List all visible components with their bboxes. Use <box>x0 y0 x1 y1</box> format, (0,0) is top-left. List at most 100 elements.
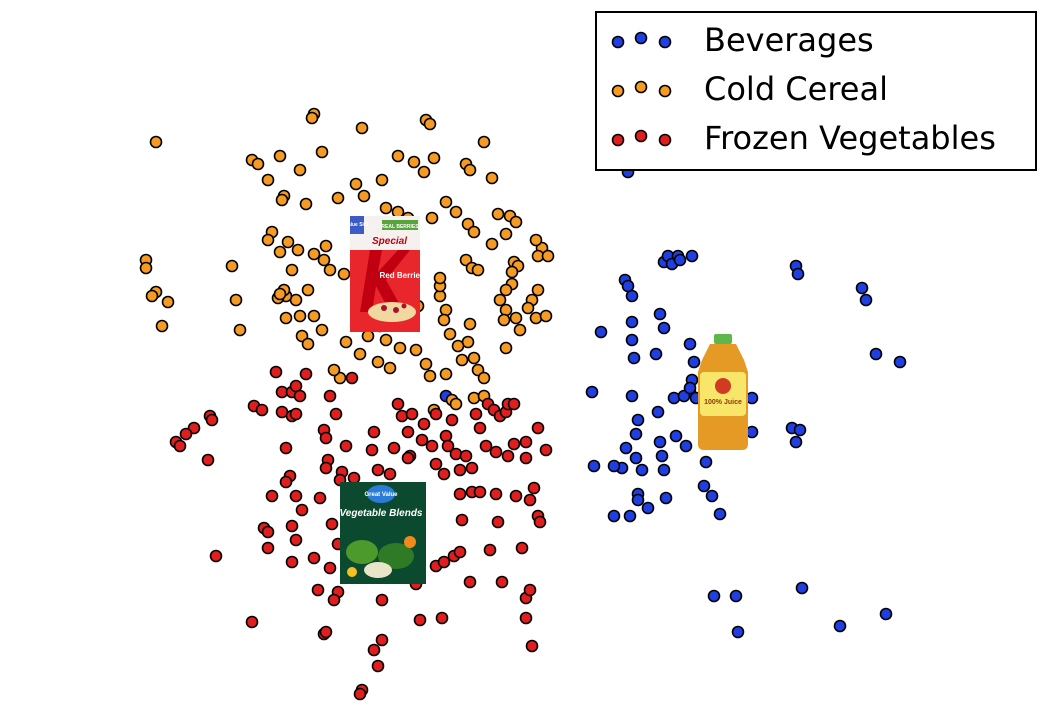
data-point <box>463 317 477 331</box>
data-point <box>327 363 341 377</box>
data-point <box>631 493 645 507</box>
data-point <box>279 475 293 489</box>
data-point <box>255 403 269 417</box>
data-point <box>437 467 451 481</box>
data-point <box>429 407 443 421</box>
data-point <box>529 311 543 325</box>
data-point <box>205 413 219 427</box>
data-point <box>391 397 405 411</box>
data-point <box>319 625 333 639</box>
data-point <box>331 191 345 205</box>
data-point <box>453 487 467 501</box>
data-point <box>425 439 439 453</box>
data-point <box>371 463 385 477</box>
data-point <box>523 583 537 597</box>
data-point <box>453 463 467 477</box>
data-point <box>697 479 711 493</box>
data-point <box>293 389 307 403</box>
data-point <box>367 643 381 657</box>
data-point <box>619 441 633 455</box>
data-point <box>667 391 681 405</box>
data-point <box>879 607 893 621</box>
data-point <box>179 427 193 441</box>
data-point <box>337 267 351 281</box>
data-point <box>301 337 315 351</box>
data-point <box>293 163 307 177</box>
data-point <box>893 355 907 369</box>
data-point <box>467 391 481 405</box>
data-point <box>225 259 239 273</box>
points-layer <box>139 107 907 701</box>
data-point <box>233 323 247 337</box>
data-point <box>307 551 321 565</box>
data-point <box>473 485 487 499</box>
data-point <box>869 347 883 361</box>
data-point <box>293 309 307 323</box>
data-point <box>325 517 339 531</box>
legend-marker <box>634 129 648 143</box>
data-point <box>405 407 419 421</box>
data-point <box>489 445 503 459</box>
data-point <box>417 417 431 431</box>
data-point <box>501 449 515 463</box>
data-point <box>307 247 321 261</box>
legend-label: Cold Cereal <box>704 70 888 108</box>
data-point <box>451 339 465 353</box>
data-point <box>713 507 727 521</box>
data-point <box>423 117 437 131</box>
data-point <box>161 295 175 309</box>
data-point <box>497 313 511 327</box>
data-point <box>539 309 553 323</box>
data-point <box>491 207 505 221</box>
data-point <box>531 283 545 297</box>
data-point <box>679 439 693 453</box>
data-point <box>319 431 333 445</box>
data-point <box>319 239 333 253</box>
data-point <box>279 441 293 455</box>
cereal-corner-text: Value Size <box>345 222 370 228</box>
data-point <box>453 545 467 559</box>
data-point <box>463 575 477 589</box>
veg-name-text: Vegetable Blends <box>340 508 423 519</box>
data-point <box>295 503 309 517</box>
data-point <box>367 425 381 439</box>
cereal-badge-text: REAL BERRIES <box>381 224 419 230</box>
data-point <box>521 301 535 315</box>
legend-marker <box>634 80 648 94</box>
data-point <box>323 263 337 277</box>
data-point <box>313 491 327 505</box>
data-point <box>529 233 543 247</box>
data-point <box>455 513 469 527</box>
data-point <box>439 429 453 443</box>
data-point <box>173 439 187 453</box>
data-point <box>301 283 315 297</box>
data-point <box>791 267 805 281</box>
data-point <box>629 427 643 441</box>
data-point <box>299 367 313 381</box>
data-point <box>459 449 473 463</box>
series-cold-cereal <box>139 107 555 417</box>
data-point <box>489 487 503 501</box>
data-point <box>531 421 545 435</box>
data-point <box>291 243 305 257</box>
data-point <box>285 555 299 569</box>
data-point <box>425 211 439 225</box>
data-point <box>261 525 275 539</box>
data-point <box>519 611 533 625</box>
data-point <box>353 347 367 361</box>
data-point <box>383 361 397 375</box>
data-point <box>345 371 359 385</box>
data-point <box>657 463 671 477</box>
data-point <box>273 287 287 301</box>
data-point <box>289 407 303 421</box>
data-point <box>375 593 389 607</box>
data-point <box>471 263 485 277</box>
legend-marker <box>658 35 672 49</box>
data-point <box>653 435 667 449</box>
data-point <box>209 549 223 563</box>
data-point <box>289 533 303 547</box>
data-point <box>245 615 259 629</box>
data-point <box>793 423 807 437</box>
legend-entry: Frozen Vegetables <box>611 119 996 157</box>
